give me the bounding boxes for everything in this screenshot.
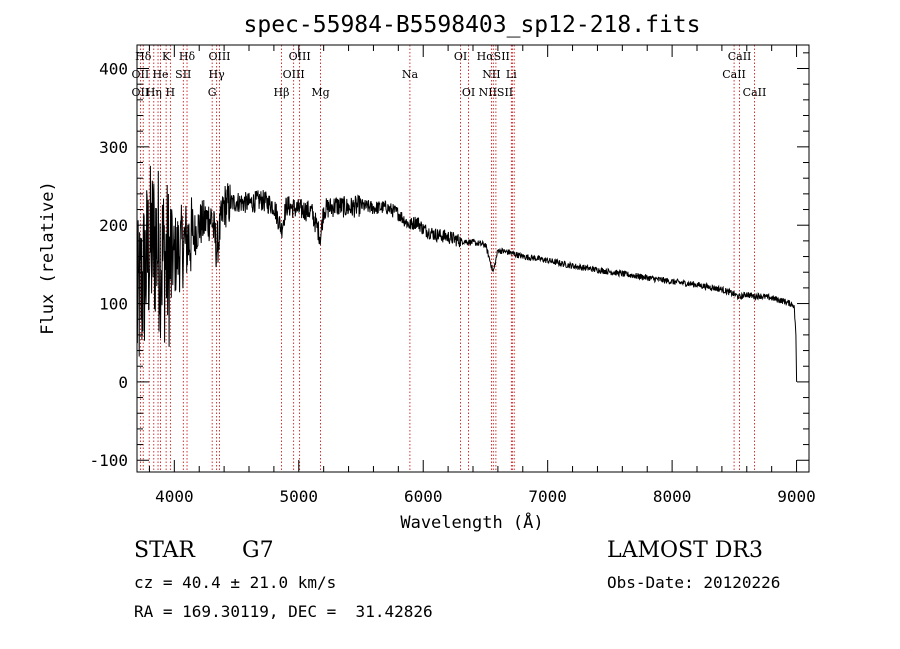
survey-label: LAMOST DR3: [607, 538, 763, 563]
marker-label: He: [152, 68, 168, 81]
marker-label: Na: [402, 68, 419, 81]
x-tick-label: 9000: [777, 487, 816, 506]
marker-label: Hδ: [179, 50, 196, 63]
marker-label: OII: [132, 68, 150, 81]
marker-label: OI: [454, 50, 467, 63]
y-tick-label: 0: [118, 373, 128, 392]
coordinates-text: RA = 169.30119, DEC = 31.42826: [134, 602, 433, 621]
marker-label: NII: [482, 68, 500, 81]
y-tick-label: 300: [99, 138, 128, 157]
marker-label: Li: [506, 68, 517, 81]
marker-label: CaII: [722, 68, 746, 81]
x-tick-label: 8000: [653, 487, 692, 506]
y-tick-label: 200: [99, 216, 128, 235]
marker-label: H: [166, 86, 176, 99]
x-tick-label: 4000: [155, 487, 194, 506]
marker-label: K: [162, 50, 171, 63]
x-axis-label: Wavelength (Å): [400, 511, 543, 533]
velocity-text: cz = 40.4 ± 21.0 km/s: [134, 573, 337, 592]
marker-label: NIISII: [479, 86, 514, 99]
line-markers: [139, 45, 755, 472]
marker-label: Hη: [146, 86, 162, 99]
marker-label: Hδ: [135, 50, 152, 63]
subclass-label: G7: [242, 538, 274, 563]
x-tick-label: 6000: [404, 487, 443, 506]
marker-label: G: [208, 86, 217, 99]
spectrum-line: [136, 165, 798, 382]
y-tick-label: 400: [99, 60, 128, 79]
x-axis-ticks: 4000 5000 6000 7000 8000 9000: [148, 45, 816, 506]
marker-label: OII: [132, 86, 150, 99]
y-axis-label: Flux (relative): [38, 181, 58, 335]
x-tick-label: 5000: [280, 487, 319, 506]
class-label: STAR: [134, 538, 195, 563]
plot-frame: [136, 44, 810, 473]
marker-label: OI: [462, 86, 475, 99]
y-axis-ticks: -100 0 100 200 300 400: [89, 52, 809, 470]
marker-label: SII: [175, 68, 191, 81]
marker-label: OIII: [208, 50, 230, 63]
marker-label: CaII: [728, 50, 752, 63]
chart-title: spec-55984-B5598403_sp12-218.fits: [244, 12, 701, 38]
obs-date-text: Obs-Date: 20120226: [607, 573, 781, 592]
x-tick-label: 7000: [528, 487, 567, 506]
line-marker-labels: Hδ K Hδ OIII OIII OI HαSII CaII OII He SII Hγ OIII Na…: [132, 50, 767, 99]
marker-label: Hβ: [274, 86, 290, 99]
marker-label: HαSII: [477, 50, 510, 63]
marker-label: CaII: [743, 86, 767, 99]
marker-label: OIII: [289, 50, 311, 63]
marker-label: OIII: [283, 68, 305, 81]
marker-label: Mg: [311, 86, 329, 99]
y-tick-label: 100: [99, 295, 128, 314]
marker-label: Hγ: [209, 68, 226, 81]
spectrum-chart: spec-55984-B5598403_sp12-218.fits Hδ K Hδ O…: [38, 12, 816, 533]
y-tick-label: -100: [89, 451, 128, 470]
